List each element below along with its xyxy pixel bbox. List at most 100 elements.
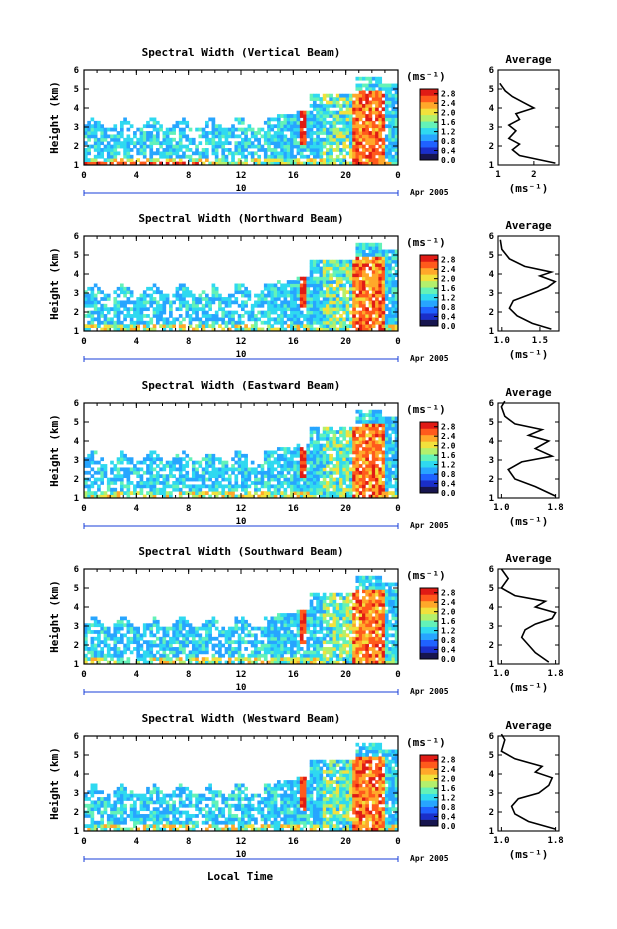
heatmap-cell: [358, 76, 363, 81]
heatmap-cell: [185, 653, 190, 658]
heatmap-cell: [165, 474, 170, 479]
heatmap-cell: [299, 633, 304, 638]
heatmap-cell: [303, 453, 307, 458]
heatmap-cell: [388, 86, 392, 91]
heatmap-cell: [159, 161, 163, 166]
heatmap-cell: [270, 327, 275, 332]
heatmap-cell: [378, 327, 383, 332]
heatmap-cell: [149, 141, 154, 146]
heatmap-cell: [358, 657, 363, 661]
heatmap-cell: [391, 280, 396, 284]
heatmap-cell: [394, 110, 399, 115]
heatmap-cell: [267, 293, 271, 298]
heatmap-cell: [172, 460, 176, 465]
heatmap-cell: [110, 151, 114, 156]
heatmap-cell: [263, 148, 268, 152]
heatmap-cell: [93, 124, 98, 129]
heatmap-cell: [378, 137, 383, 142]
heatmap-cell: [276, 630, 281, 634]
heatmap-cell: [348, 443, 353, 448]
heatmap-cell: [169, 158, 173, 162]
heatmap-cell: [188, 633, 193, 638]
heatmap-cell: [378, 120, 383, 125]
heatmap-cell: [296, 144, 301, 149]
heatmap-cell: [345, 464, 350, 468]
heatmap-cell: [342, 494, 347, 499]
heatmap-cell: [162, 653, 167, 658]
heatmap-cell: [296, 280, 301, 284]
date-label: Apr 2005: [410, 521, 449, 530]
heatmap-cell: [286, 467, 291, 472]
heatmap-cell: [339, 276, 343, 281]
heatmap-cell: [227, 327, 232, 332]
y-tick-label: 3: [74, 289, 79, 299]
heatmap-cell: [381, 453, 386, 458]
heatmap-cell: [312, 310, 317, 315]
heatmap-cell: [322, 293, 327, 298]
heatmap-cell: [218, 317, 222, 322]
heatmap-cell: [352, 477, 356, 482]
heatmap-cell: [319, 457, 324, 462]
heatmap-cell: [224, 491, 229, 495]
avg-y-tick-label: 1: [489, 327, 494, 337]
heatmap-cell: [355, 477, 360, 482]
heatmap-cell: [273, 320, 278, 325]
heatmap-cell: [119, 300, 124, 305]
heatmap-cell: [299, 630, 304, 634]
heatmap-cell: [286, 117, 291, 122]
heatmap-cell: [384, 286, 389, 291]
heatmap-cell: [352, 259, 356, 264]
heatmap-cell: [165, 127, 170, 132]
y-tick-label: 6: [74, 399, 79, 409]
heatmap-cell: [87, 484, 91, 489]
heatmap-cell: [214, 290, 219, 295]
heatmap-cell: [322, 297, 327, 301]
heatmap-cell: [165, 154, 170, 159]
heatmap-cell: [358, 103, 363, 108]
heatmap-cell: [391, 276, 396, 281]
heatmap-cell: [93, 657, 98, 661]
heatmap-cell: [116, 141, 121, 146]
x-tick-label: 20: [340, 171, 351, 181]
heatmap-cell: [283, 481, 288, 485]
x-tick-label: 16: [288, 171, 299, 181]
heatmap-cell: [303, 303, 307, 308]
heatmap-cell: [126, 470, 131, 475]
heatmap-cell: [231, 158, 235, 162]
heatmap-cell: [368, 447, 373, 451]
heatmap-cell: [384, 314, 389, 318]
heatmap-cell: [391, 290, 396, 295]
heatmap-cell: [214, 127, 219, 132]
heatmap-cell: [257, 487, 262, 492]
heatmap-cell: [214, 151, 219, 156]
heatmap-cell: [355, 110, 360, 115]
heatmap-cell: [384, 447, 389, 451]
heatmap-cell: [123, 474, 127, 479]
heatmap-cell: [303, 114, 307, 118]
heatmap-cell: [391, 450, 396, 455]
heatmap-cell: [322, 283, 327, 288]
heatmap-cell: [93, 650, 98, 655]
heatmap-cell: [312, 114, 317, 118]
heatmap-cell: [388, 286, 392, 291]
heatmap-cell: [136, 633, 140, 638]
heatmap-cell: [355, 494, 360, 499]
heatmap-cell: [201, 467, 206, 472]
heatmap-cell: [303, 283, 307, 288]
heatmap-cell: [84, 151, 88, 156]
heatmap-cell: [352, 283, 356, 288]
heatmap-cell: [276, 457, 281, 462]
heatmap-cell: [322, 307, 327, 312]
heatmap-cell: [241, 487, 245, 492]
heatmap-cell: [319, 124, 324, 129]
heatmap-cell: [345, 443, 350, 448]
heatmap-cell: [296, 623, 301, 628]
heatmap-cell: [227, 487, 232, 492]
colorbar-segment: [420, 287, 438, 295]
heatmap-cell: [286, 457, 291, 462]
heatmap-cell: [218, 470, 222, 475]
heatmap-cell: [270, 477, 275, 482]
heatmap-cell: [172, 158, 176, 162]
heatmap-cell: [326, 596, 330, 600]
heatmap-cell: [316, 440, 320, 445]
